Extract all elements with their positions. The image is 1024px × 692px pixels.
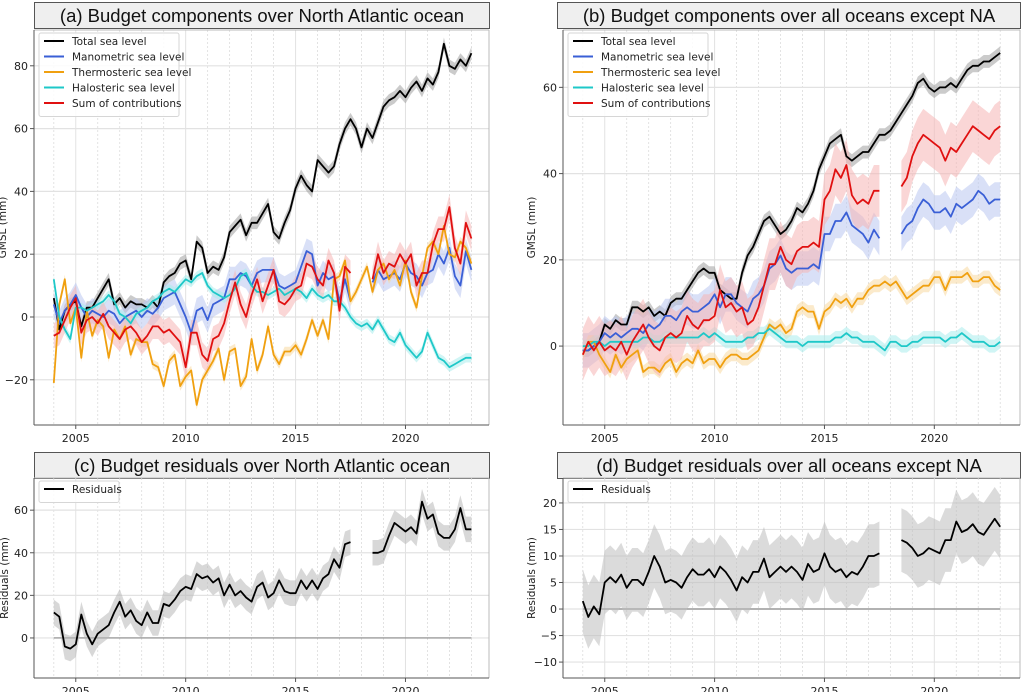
series-line	[901, 517, 1001, 557]
y-tick-label: 5	[550, 577, 557, 590]
legend-label: Halosteric sea level	[72, 83, 175, 95]
x-tick-label: 2015	[282, 432, 310, 445]
y-tick-label: 0	[21, 311, 28, 324]
legend-box	[567, 480, 649, 503]
x-tick-label: 2010	[172, 432, 200, 445]
x-tick-label: 2020	[391, 685, 419, 692]
panel-a: (a) Budget components over North Atlanti…	[0, 0, 512, 450]
legend-box	[38, 32, 180, 117]
legend-label: Residuals	[72, 484, 122, 496]
x-tick-label: 2020	[920, 432, 948, 445]
legend-label: Thermosteric sea level	[71, 67, 191, 79]
x-tick-label: 2010	[701, 432, 729, 445]
x-tick-label: 2020	[920, 685, 948, 692]
legend-label: Halosteric sea level	[601, 83, 704, 95]
x-tick-label: 2015	[810, 432, 838, 445]
y-tick-label: 60	[14, 504, 28, 517]
y-tick-label: 0	[550, 340, 557, 353]
series-line	[900, 125, 1001, 187]
uncertainty-band	[53, 268, 472, 372]
y-tick-label: 20	[543, 254, 557, 267]
legend-box	[38, 480, 120, 503]
series-line	[371, 246, 473, 287]
series-line	[52, 272, 472, 369]
y-tick-label: 40	[543, 168, 557, 181]
y-tick-label: −10	[534, 656, 557, 669]
x-tick-label: 2015	[810, 685, 838, 692]
series-line	[53, 259, 352, 369]
y-axis-label: Residuals (mm)	[0, 537, 11, 619]
x-tick-label: 2010	[172, 685, 200, 692]
uncertainty-band	[582, 46, 1001, 357]
series-line	[582, 327, 1001, 352]
y-tick-label: 0	[21, 632, 28, 645]
legend-label: Sum of contributions	[72, 98, 181, 110]
chart-b: 2005 2010 2015 2020 0 20 40 60 GMSL (mm) Total se…	[526, 29, 1021, 445]
y-tick-label: 20	[14, 248, 28, 261]
panel-b-title: (b) Budget components over all oceans ex…	[557, 2, 1021, 29]
y-tick-label: 60	[543, 81, 557, 94]
series-line	[581, 271, 1001, 373]
uncertainty-band	[901, 173, 1001, 252]
x-tick-label: 2005	[62, 432, 90, 445]
y-tick-label: −20	[5, 374, 28, 387]
y-tick-label: 40	[14, 185, 28, 198]
uncertainty-band	[53, 529, 351, 662]
chart-c: 2005 2010 2015 2020 0 20 40 60 Residuals (mm) Res…	[0, 477, 490, 692]
panel-b: (b) Budget components over all oceans ex…	[526, 2, 1021, 445]
x-tick-label: 2020	[391, 432, 419, 445]
y-tick-label: −5	[541, 630, 557, 643]
y-axis-label: GMSL (mm)	[526, 197, 538, 259]
y-tick-label: 0	[550, 603, 557, 616]
series-line	[53, 541, 351, 650]
series-line	[371, 206, 473, 287]
series-line	[372, 500, 472, 554]
x-tick-label: 2005	[591, 685, 619, 692]
y-tick-label: 15	[543, 523, 557, 536]
series-line	[581, 552, 880, 618]
legend-label: Sum of contributions	[601, 98, 710, 110]
series-line	[52, 224, 473, 406]
legend-label: Thermosteric sea level	[600, 67, 720, 79]
panel-d-title: (d) Budget residuals over all oceans exc…	[557, 452, 1021, 479]
x-tick-label: 2005	[591, 432, 619, 445]
legend-label: Manometric sea level	[601, 52, 713, 64]
y-tick-label: 40	[14, 547, 28, 560]
uncertainty-band	[372, 235, 472, 299]
x-tick-label: 2005	[62, 685, 90, 692]
legend-label: Residuals	[601, 484, 651, 496]
y-tick-label: 60	[14, 123, 28, 136]
legend-box	[567, 32, 709, 117]
series-line	[52, 250, 352, 334]
panel-a-title: (a) Budget components over North Atlanti…	[34, 2, 490, 29]
y-tick-label: 20	[14, 589, 28, 602]
series-line	[52, 42, 473, 331]
legend-label: Total sea level	[71, 36, 147, 48]
series-line	[582, 52, 1001, 352]
chart-d: 2005 2010 2015 2020 −10 −5 0 5 10 15 20 Residuals (…	[526, 477, 1021, 692]
y-tick-label: 20	[543, 497, 557, 510]
y-tick-label: 10	[543, 550, 557, 563]
panel-d: (d) Budget residuals over all oceans exc…	[0, 450, 1024, 692]
chart-a: 2005 2010 2015 2020 −20 0 20 40 60 80 GMSL (mm) Tot…	[0, 29, 490, 445]
series-line	[581, 164, 880, 356]
series-line	[900, 189, 1001, 235]
uncertainty-band	[582, 521, 880, 649]
x-tick-label: 2015	[282, 685, 310, 692]
panel-c-title: (c) Budget residuals over North Atlantic…	[34, 452, 490, 479]
y-axis-label: GMSL (mm)	[0, 197, 9, 259]
uncertainty-band	[372, 488, 472, 566]
y-tick-label: 80	[14, 60, 28, 73]
legend-label: Total sea level	[600, 36, 676, 48]
x-tick-label: 2010	[701, 685, 729, 692]
legend-label: Manometric sea level	[72, 52, 184, 64]
y-axis-label: Residuals (mm)	[526, 537, 538, 619]
series-line	[582, 211, 881, 352]
panel-c: (c) Budget residuals over North Atlantic…	[0, 450, 512, 692]
